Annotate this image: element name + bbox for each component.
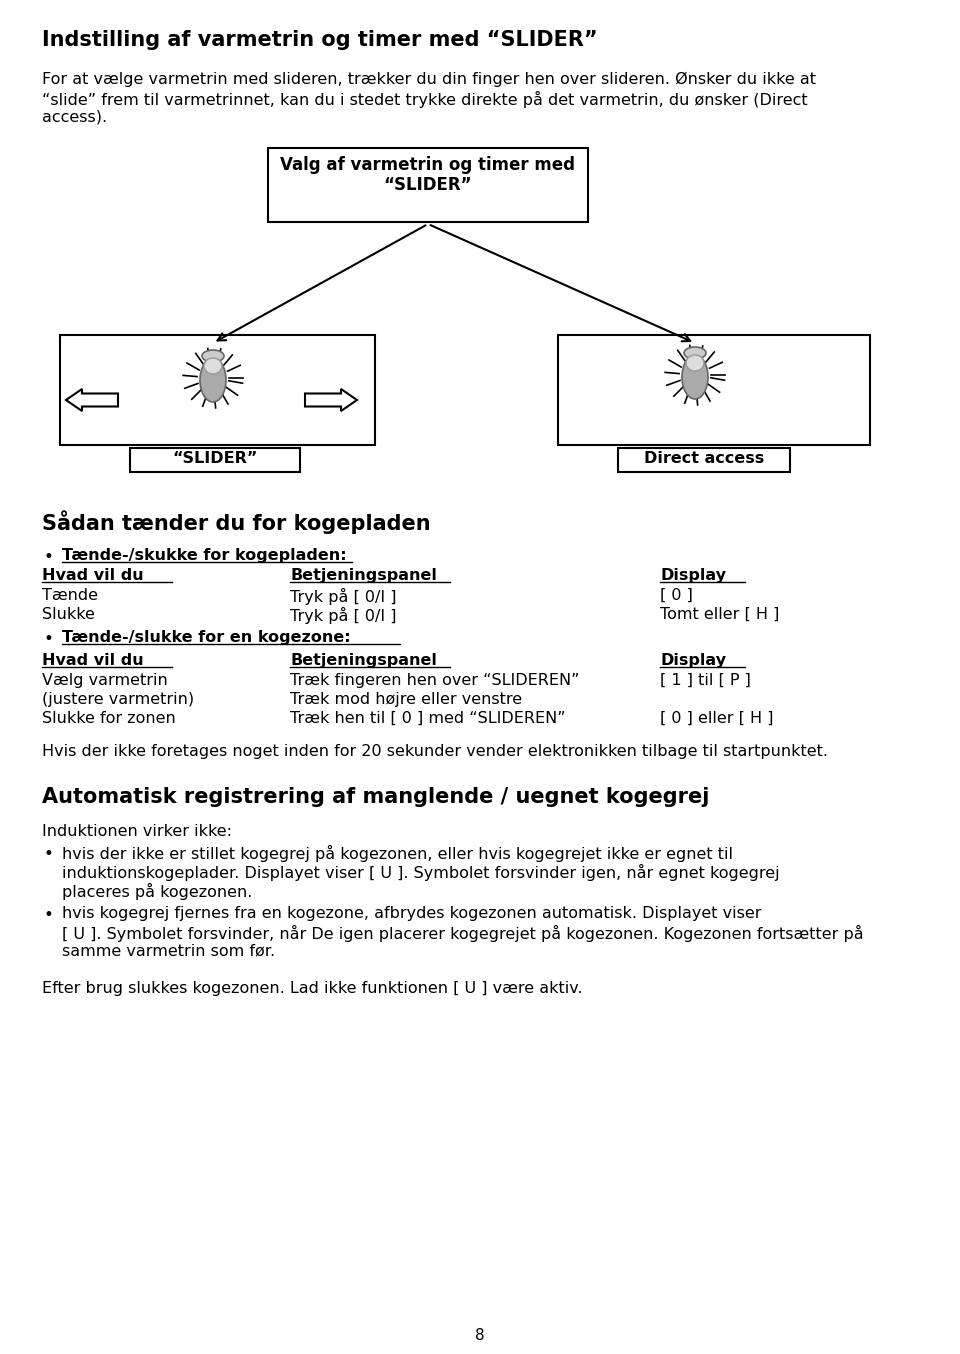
Bar bbox=[618, 448, 790, 473]
Text: Tænde-/skukke for kogepladen:: Tænde-/skukke for kogepladen: bbox=[62, 548, 347, 563]
Text: Træk fingeren hen over “SLIDEREN”: Træk fingeren hen over “SLIDEREN” bbox=[290, 673, 580, 688]
Text: hvis der ikke er stillet kogegrej på kogezonen, eller hvis kogegrejet ikke er eg: hvis der ikke er stillet kogegrej på kog… bbox=[62, 845, 733, 862]
Ellipse shape bbox=[684, 347, 706, 359]
Text: [ 0 ] eller [ H ]: [ 0 ] eller [ H ] bbox=[660, 711, 774, 726]
Text: Hvad vil du: Hvad vil du bbox=[42, 567, 144, 584]
Text: Induktionen virker ikke:: Induktionen virker ikke: bbox=[42, 825, 232, 839]
Text: Slukke: Slukke bbox=[42, 607, 95, 621]
Text: Valg af varmetrin og timer med: Valg af varmetrin og timer med bbox=[280, 156, 575, 175]
Text: Direct access: Direct access bbox=[644, 451, 764, 466]
Text: hvis kogegrej fjernes fra en kogezone, afbrydes kogezonen automatisk. Displayet : hvis kogegrej fjernes fra en kogezone, a… bbox=[62, 906, 761, 921]
Text: Display: Display bbox=[660, 653, 726, 668]
Text: Træk hen til [ 0 ] med “SLIDEREN”: Træk hen til [ 0 ] med “SLIDEREN” bbox=[290, 711, 565, 726]
Text: Hvis der ikke foretages noget inden for 20 sekunder vender elektronikken tilbage: Hvis der ikke foretages noget inden for … bbox=[42, 743, 828, 760]
Text: Efter brug slukkes kogezonen. Lad ikke funktionen [ U ] være aktiv.: Efter brug slukkes kogezonen. Lad ikke f… bbox=[42, 982, 583, 997]
Ellipse shape bbox=[686, 355, 704, 371]
Text: •: • bbox=[44, 548, 54, 566]
Text: Betjeningspanel: Betjeningspanel bbox=[290, 653, 437, 668]
Text: Tryk på [ 0/I ]: Tryk på [ 0/I ] bbox=[290, 588, 396, 605]
Text: Vælg varmetrin: Vælg varmetrin bbox=[42, 673, 168, 688]
Bar bbox=[268, 148, 588, 222]
FancyArrow shape bbox=[66, 389, 118, 412]
FancyArrow shape bbox=[305, 389, 357, 412]
Text: Træk mod højre eller venstre: Træk mod højre eller venstre bbox=[290, 692, 522, 707]
Text: Tænde: Tænde bbox=[42, 588, 98, 603]
Text: samme varmetrin som før.: samme varmetrin som før. bbox=[62, 944, 276, 959]
Text: placeres på kogezonen.: placeres på kogezonen. bbox=[62, 883, 252, 900]
Text: “SLIDER”: “SLIDER” bbox=[384, 176, 472, 194]
Text: Slukke for zonen: Slukke for zonen bbox=[42, 711, 176, 726]
Text: •: • bbox=[44, 906, 54, 923]
Bar bbox=[130, 448, 300, 473]
Text: access).: access). bbox=[42, 110, 108, 125]
Text: Betjeningspanel: Betjeningspanel bbox=[290, 567, 437, 584]
Text: Display: Display bbox=[660, 567, 726, 584]
Text: Tænde-/slukke for en kogezone:: Tænde-/slukke for en kogezone: bbox=[62, 630, 350, 645]
Text: For at vælge varmetrin med slideren, trækker du din finger hen over slideren. Øn: For at vælge varmetrin med slideren, træ… bbox=[42, 72, 816, 87]
Text: (justere varmetrin): (justere varmetrin) bbox=[42, 692, 194, 707]
Text: Tryk på [ 0/I ]: Tryk på [ 0/I ] bbox=[290, 607, 396, 624]
Text: [ 1 ] til [ P ]: [ 1 ] til [ P ] bbox=[660, 673, 751, 688]
Ellipse shape bbox=[202, 349, 224, 362]
Text: Sådan tænder du for kogepladen: Sådan tænder du for kogepladen bbox=[42, 510, 431, 533]
Bar bbox=[60, 334, 375, 445]
Text: “slide” frem til varmetrinnet, kan du i stedet trykke direkte på det varmetrin, : “slide” frem til varmetrinnet, kan du i … bbox=[42, 91, 807, 108]
Ellipse shape bbox=[200, 357, 226, 402]
Text: “SLIDER”: “SLIDER” bbox=[172, 451, 257, 466]
Text: [ 0 ]: [ 0 ] bbox=[660, 588, 693, 603]
Text: Hvad vil du: Hvad vil du bbox=[42, 653, 144, 668]
Ellipse shape bbox=[682, 355, 708, 399]
Text: [ U ]. Symbolet forsvinder, når De igen placerer kogegrejet på kogezonen. Kogezo: [ U ]. Symbolet forsvinder, når De igen … bbox=[62, 925, 864, 942]
Ellipse shape bbox=[204, 357, 222, 374]
Text: induktionskogeplader. Displayet viser [ U ]. Symbolet forsvinder igen, når egnet: induktionskogeplader. Displayet viser [ … bbox=[62, 864, 780, 881]
Text: Automatisk registrering af manglende / uegnet kogegrej: Automatisk registrering af manglende / u… bbox=[42, 787, 709, 807]
Bar bbox=[558, 334, 870, 445]
Text: 8: 8 bbox=[475, 1328, 485, 1343]
Text: Indstilling af varmetrin og timer med “SLIDER”: Indstilling af varmetrin og timer med “S… bbox=[42, 30, 598, 50]
Text: •: • bbox=[44, 845, 54, 862]
Text: Tomt eller [ H ]: Tomt eller [ H ] bbox=[660, 607, 780, 621]
Text: •: • bbox=[44, 630, 54, 649]
